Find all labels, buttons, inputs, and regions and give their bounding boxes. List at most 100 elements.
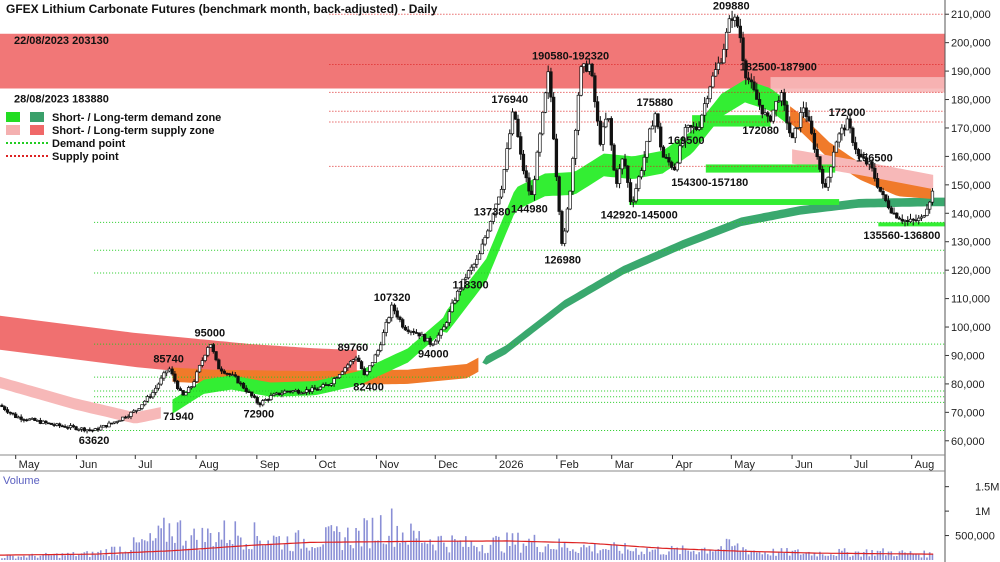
candle-down — [52, 424, 56, 426]
volume-bar — [673, 548, 676, 560]
candle-down — [766, 112, 770, 117]
supply-zone-label: 22/08/2023 203130 — [14, 35, 109, 47]
candle-down — [25, 419, 29, 422]
volume-bar — [440, 535, 442, 560]
candle-up — [269, 395, 273, 400]
candle-up — [681, 140, 685, 147]
volume-bar — [495, 535, 497, 560]
volume-bar — [618, 550, 621, 560]
candle-up — [197, 365, 202, 373]
candle-down — [519, 136, 523, 155]
volume-bar — [149, 533, 151, 560]
y-tick-label: 180,000 — [951, 95, 991, 107]
volume-bar — [286, 536, 289, 560]
volume-bar — [426, 543, 429, 560]
volume-bar — [863, 552, 865, 560]
volume-bar — [421, 542, 423, 560]
legend[interactable]: GFEX Lithium Carbonate Futures (benchmar… — [3, 2, 438, 487]
candle-up — [156, 383, 161, 389]
volume-bar — [476, 547, 478, 560]
volume-bar — [407, 544, 409, 560]
volume-bar — [451, 535, 453, 560]
volume-bar — [591, 551, 593, 560]
candle-down — [46, 422, 51, 425]
candle-down — [362, 368, 366, 376]
candle-down — [33, 418, 37, 421]
price-annotation: 85740 — [153, 354, 184, 366]
volume-bar — [788, 555, 791, 560]
volume-bar — [363, 518, 366, 560]
candle-down — [810, 120, 814, 134]
volume-bar — [522, 543, 525, 560]
candle-down — [19, 416, 23, 420]
volume-bar — [215, 542, 217, 560]
volume-bar — [841, 550, 843, 560]
candle-up — [532, 179, 537, 195]
volume-bar — [264, 544, 267, 560]
volume-bar — [160, 528, 162, 560]
volume-bar — [209, 533, 212, 560]
volume-bar — [116, 555, 119, 560]
volume-bar — [341, 550, 344, 560]
volume-bar — [665, 554, 668, 560]
volume-bar — [23, 555, 25, 560]
volume-bar — [467, 546, 470, 560]
volume-bar — [53, 553, 55, 560]
volume-bar — [360, 546, 363, 560]
volume-bar — [539, 552, 541, 560]
candle-down — [0, 404, 4, 408]
volume-bar — [462, 546, 464, 560]
candle-down — [110, 422, 114, 425]
candle-up — [840, 127, 844, 135]
candle-up — [538, 133, 542, 153]
candle-down — [96, 428, 100, 431]
candle-down — [63, 425, 67, 428]
y-tick-label: 160,000 — [951, 151, 991, 163]
candle-down — [897, 217, 902, 220]
candle-up — [263, 399, 268, 402]
volume-bar — [223, 520, 226, 560]
volume-bar — [599, 550, 602, 560]
volume-bar — [168, 523, 171, 560]
volume-bar — [454, 539, 456, 560]
volume-bar — [893, 556, 895, 560]
candle-up — [335, 377, 339, 380]
candle-down — [423, 333, 427, 342]
volume-bar — [80, 553, 83, 560]
candle-up — [719, 62, 723, 65]
candle-up — [376, 350, 380, 356]
demand-zone-3 — [878, 222, 945, 227]
volume-bar — [931, 554, 934, 560]
candle-down — [875, 178, 880, 188]
candle-up — [85, 429, 89, 432]
volume-bar — [552, 549, 555, 560]
candle-up — [453, 300, 457, 304]
volume-bar — [143, 540, 146, 560]
candle-down — [856, 149, 860, 155]
y-tick-label: 70,000 — [951, 407, 985, 419]
candle-down — [22, 419, 26, 421]
candle-up — [826, 176, 830, 188]
candle-up — [606, 118, 611, 120]
volume-bar — [602, 549, 604, 560]
candle-up — [675, 162, 679, 171]
volume-bar — [138, 542, 141, 560]
candle-up — [337, 374, 342, 379]
supply-zone-short — [770, 77, 945, 93]
candle-down — [359, 361, 364, 370]
volume-bar — [31, 553, 33, 560]
volume-bar — [270, 543, 272, 560]
volume-bar — [797, 549, 799, 560]
volume-bar — [297, 530, 300, 560]
candle-up — [230, 374, 235, 377]
legend-swatch-long — [30, 112, 44, 122]
volume-bar — [39, 555, 42, 560]
volume-bar — [701, 548, 703, 560]
demand-zone-long — [478, 197, 945, 365]
candle-up — [562, 230, 567, 244]
volume-bar — [69, 554, 72, 560]
candle-down — [895, 212, 899, 219]
candle-up — [642, 156, 646, 171]
